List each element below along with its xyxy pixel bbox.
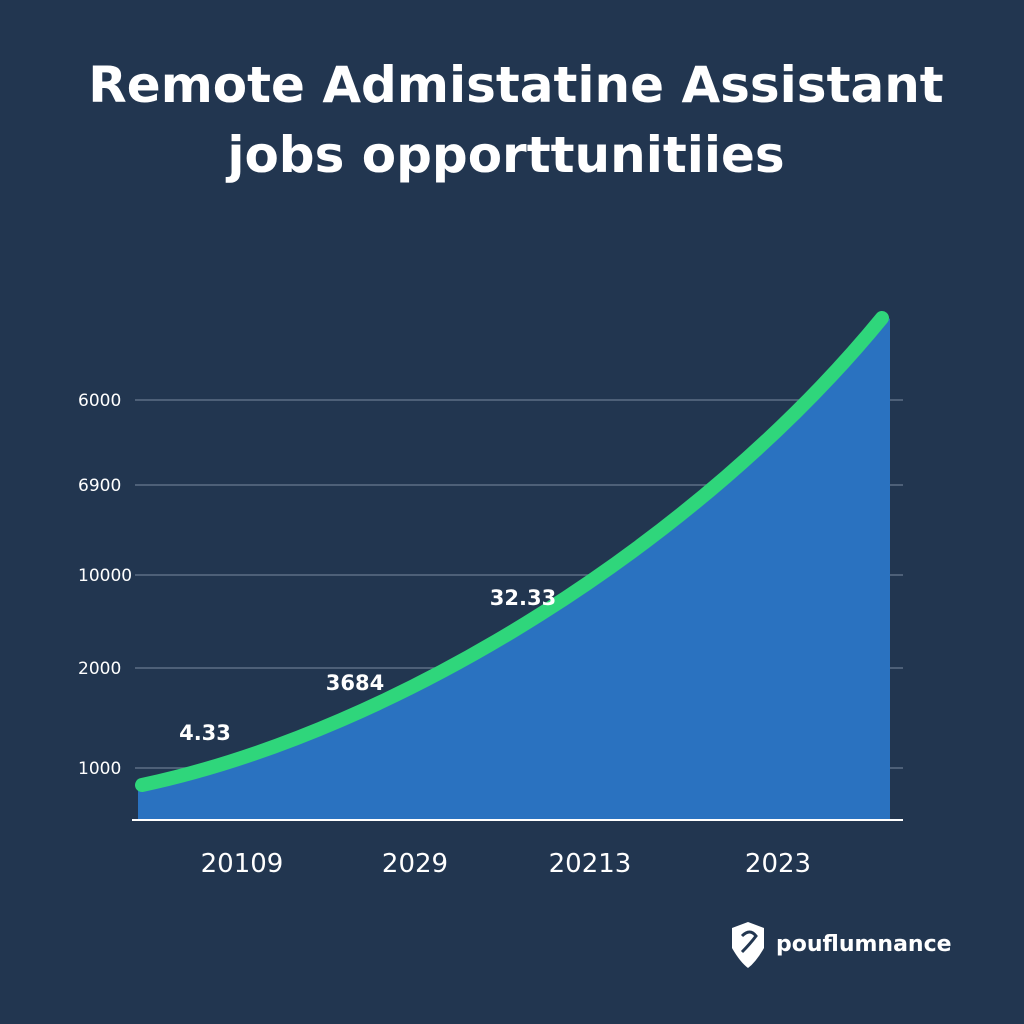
y-tick-label: 6000 [78,391,121,411]
chart-title: Remote Admistatine Assistant [88,56,943,114]
x-tick-label: 20213 [549,849,632,879]
annotation: 4.33 [179,721,231,745]
y-tick-label: 2000 [78,659,121,679]
logo: pouflumnance [732,922,952,968]
x-tick-label: 20109 [201,849,284,879]
y-tick-label: 6900 [78,476,121,496]
chart-title: jobs opporttunitiies [225,126,784,184]
brand: pouflumnance [776,932,952,957]
labels: 6000 6900 10000 2000 1000 20109 2029 20213 2023 4… [78,391,811,879]
y-tick-label: 10000 [78,566,132,586]
x-tick-label: 2029 [382,849,448,879]
y-tick-label: 1000 [78,759,121,779]
annotation: 3684 [326,671,384,695]
area [138,318,890,820]
line [135,311,889,792]
x-tick-label: 2023 [745,849,811,879]
logo-glyph [740,930,758,954]
annotation: 32.33 [490,586,556,610]
